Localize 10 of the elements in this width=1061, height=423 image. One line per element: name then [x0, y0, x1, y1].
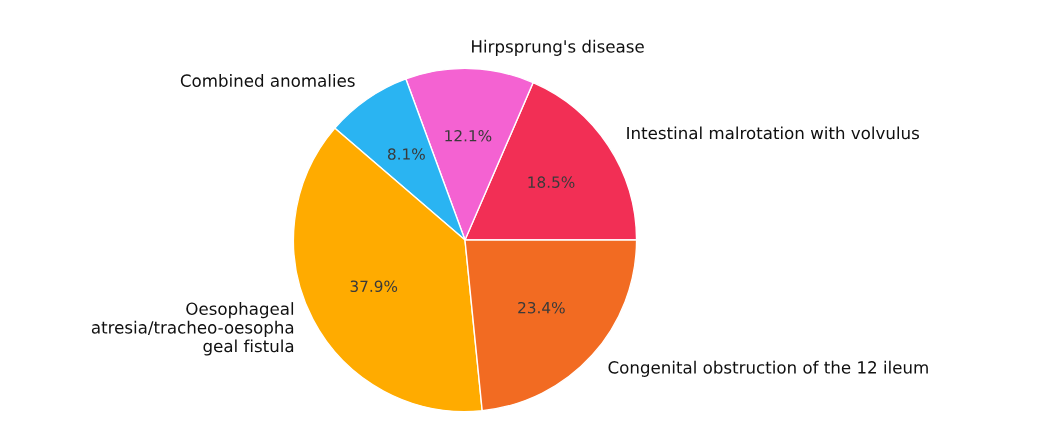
slice-label: Congenital obstruction of the 12 ileum	[608, 360, 928, 377]
data-label: 18.5%	[528, 176, 575, 188]
slice-label: Hirpsprung's disease	[472, 39, 644, 56]
data-label: 23.4%	[518, 301, 565, 314]
slice-label: Intestinal malrotation with volvulus	[627, 126, 919, 140]
data-label: 37.9%	[350, 280, 398, 293]
slice-label: Combined anomalies	[180, 74, 355, 87]
data-label: 8.1%	[387, 148, 425, 160]
data-label: 12.1%	[445, 129, 492, 142]
slice-label: Oesophageal atresia/tracheo-oesopha geal fistula	[91, 302, 294, 356]
